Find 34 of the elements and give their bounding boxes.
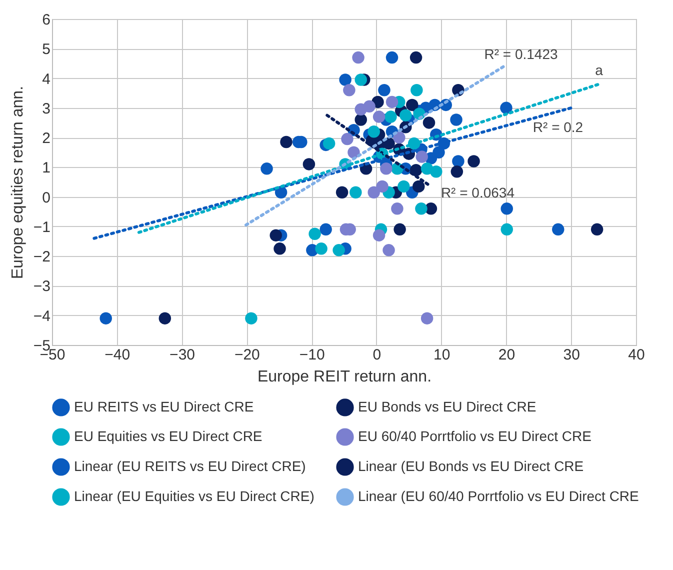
y-tick-label: −1 bbox=[33, 218, 50, 236]
legend-label: EU REITS vs EU Direct CRE bbox=[74, 398, 254, 414]
y-axis-title: Europe equities return ann. bbox=[9, 86, 26, 280]
x-tick-label: 0 bbox=[372, 346, 382, 364]
x-tick-label: −20 bbox=[234, 346, 260, 364]
x-axis-title: Europe REIT return ann. bbox=[257, 368, 432, 386]
x-tick-label: −10 bbox=[299, 346, 325, 364]
y-tick-label: 0 bbox=[42, 189, 50, 206]
y-tick-label: 3 bbox=[42, 100, 50, 118]
y-tick-label: 4 bbox=[42, 70, 50, 88]
x-tick-label: −40 bbox=[104, 346, 130, 364]
y-tick-label: −4 bbox=[33, 308, 50, 325]
x-tick-label: 30 bbox=[563, 346, 580, 364]
y-tick-label: 5 bbox=[42, 41, 50, 58]
legend-label: Linear (EU 60/40 Porrtfolio vs EU Direct CRE bbox=[358, 488, 639, 504]
legend-label: Linear (EU Bonds vs EU Direct CRE bbox=[358, 458, 584, 474]
x-tick-label: 10 bbox=[433, 346, 450, 364]
x-tick-label: 20 bbox=[498, 346, 516, 364]
y-tick-label: 2 bbox=[42, 130, 50, 148]
annotation: R² = 0.2 bbox=[532, 118, 584, 135]
y-tick-label: 6 bbox=[42, 12, 50, 28]
y-tick-label: 1 bbox=[42, 160, 50, 177]
legend-label: EU Equities vs EU Direct CRE bbox=[74, 428, 262, 444]
legend-label: EU 60/40 Porrtfolio vs EU Direct CRE bbox=[358, 428, 592, 444]
legend-label: Linear (EU REITS vs EU Direct CRE) bbox=[74, 458, 306, 474]
legend-label: Linear (EU Equities vs EU Direct CRE) bbox=[74, 488, 314, 504]
x-tick-label: 40 bbox=[628, 346, 645, 364]
y-tick-label: −3 bbox=[33, 278, 50, 296]
annotation: a bbox=[595, 62, 604, 78]
annotation: R² = 0.0634 bbox=[440, 184, 515, 200]
x-tick-label: −30 bbox=[170, 346, 196, 364]
annotation: R² = 0.1423 bbox=[484, 46, 558, 62]
y-tick-label: −2 bbox=[33, 248, 50, 266]
legend-label: EU Bonds vs EU Direct CRE bbox=[358, 398, 536, 414]
